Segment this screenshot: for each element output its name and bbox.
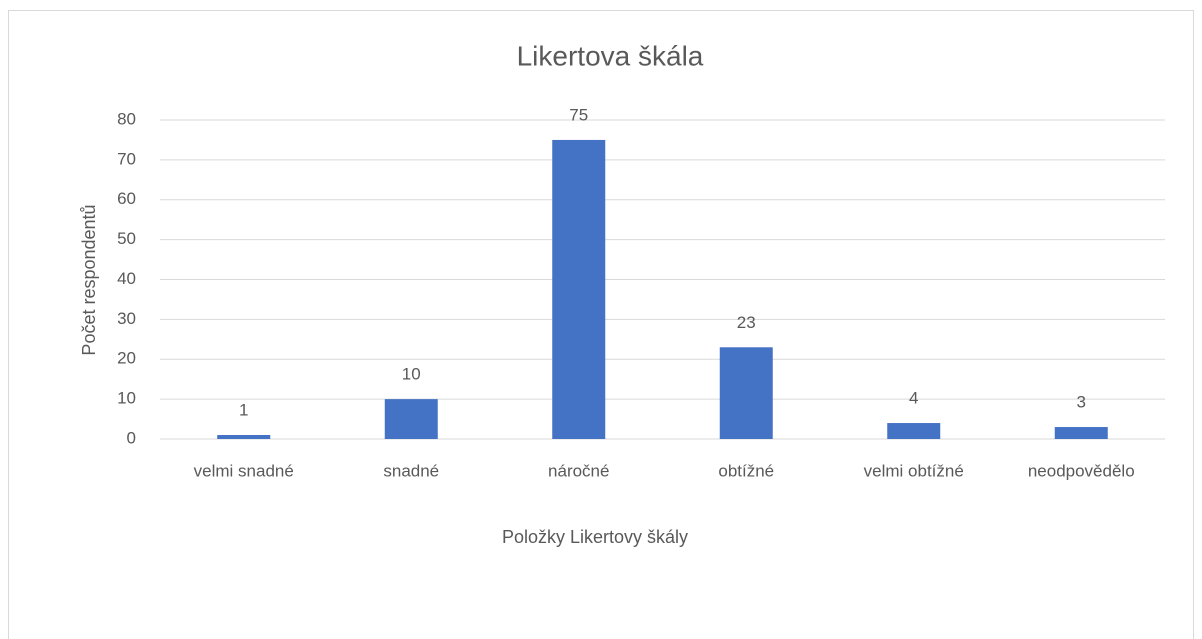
y-tick-label: 40 [117,269,136,288]
data-label: 75 [569,105,588,124]
chart-title: Likertova škála [517,40,704,71]
x-axis-title: Položky Likertovy škály [502,527,688,547]
x-tick-label: neodpovědělo [1028,461,1135,480]
x-tick-label: obtížné [718,461,774,480]
y-tick-label: 50 [117,229,136,248]
x-tick-label: velmi obtížné [864,461,964,480]
bar [384,399,438,439]
bar [552,139,606,439]
y-tick-label: 60 [117,189,136,208]
data-label: 10 [402,365,421,384]
data-label: 4 [909,389,918,408]
bar [719,347,773,439]
y-tick-label: 0 [127,428,136,447]
y-tick-label: 20 [117,349,136,368]
bar [1054,427,1108,439]
data-label: 3 [1077,393,1086,412]
bar [887,423,941,439]
y-tick-label: 80 [117,109,136,128]
data-label: 1 [239,400,248,419]
bar [217,435,271,439]
x-tick-label: snadné [383,461,439,480]
y-axis-title: Počet respondentů [79,204,99,355]
y-tick-label: 10 [117,389,136,408]
x-tick-label: velmi snadné [194,461,294,480]
x-tick-label: náročné [548,461,609,480]
y-tick-label: 30 [117,309,136,328]
y-tick-label: 70 [117,149,136,168]
data-label: 23 [737,313,756,332]
